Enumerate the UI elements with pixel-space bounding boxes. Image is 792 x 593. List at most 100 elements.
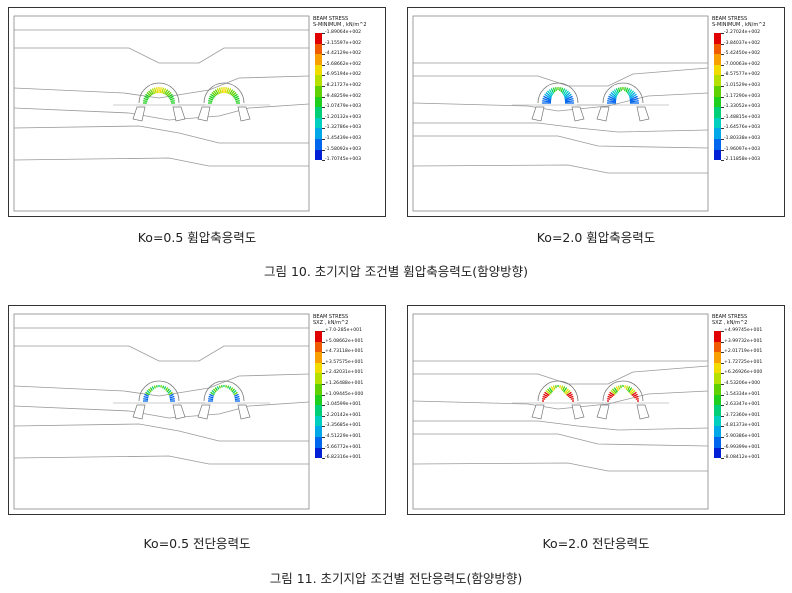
legend-subtitle: SXZ , kN/m^2: [313, 319, 349, 326]
legend-tick: [721, 341, 724, 343]
legend-tick: [322, 373, 325, 374]
legend-tick: [322, 405, 325, 406]
legend-tick: [322, 64, 325, 66]
legend-value-label: -1.45439e+003: [325, 136, 362, 141]
legend-value-label: -3.84037e+002: [724, 40, 761, 46]
legend-value-label: -4.81373e+001: [724, 423, 761, 429]
legend-value-label: +3.99732e+001: [724, 338, 763, 344]
legend-tick: [721, 96, 724, 98]
legend-color-swatch: [315, 33, 322, 44]
legend-tick: [721, 33, 724, 34]
legend-tick: [721, 139, 724, 140]
legend-color-swatch: [714, 107, 721, 118]
legend-color-swatch: [714, 373, 721, 384]
legend-value-label: -1.01529e+003: [724, 83, 761, 88]
legend-value-label: -1.33052e+003: [724, 104, 761, 110]
model-diagram: [412, 15, 709, 212]
legend-tick: [721, 394, 724, 396]
legend: BEAM STRESS S-MINIMUM , kN/m^2 -2.27024e…: [712, 16, 784, 177]
legend-value-label: -5.66772e+001: [325, 444, 362, 450]
fig11-panel-ko20: BEAM STRESS SXZ , kN/m^2 +4.99745e+001 +3…: [407, 305, 785, 515]
legend-value-label: -1.32786e+003: [325, 125, 362, 131]
legend-tick: [721, 128, 724, 129]
legend-value-label: -1.89064e+002: [325, 30, 362, 35]
tunnel: [577, 380, 669, 420]
legend-color-bar: [315, 33, 322, 161]
legend-color-swatch: [315, 96, 322, 108]
legend-tick: [721, 384, 724, 385]
model-diagram: [13, 313, 310, 510]
legend: BEAM STRESS SXZ , kN/m^2 +7.0-285e+001 +5…: [313, 314, 385, 475]
legend-value-label: -1.48815e+003: [724, 114, 761, 120]
tunnel: [512, 82, 604, 122]
legend-value-label: -1.54334e+001: [724, 391, 761, 397]
legend-color-swatch: [714, 96, 721, 108]
legend-tick: [721, 331, 724, 332]
legend-color-swatch: [714, 426, 721, 437]
legend-tick: [721, 149, 724, 151]
tunnel: [178, 380, 270, 420]
legend-color-swatch: [714, 405, 721, 416]
fig10-panel-ko20: BEAM STRESS S-MINIMUM , kN/m^2 -2.27024e…: [407, 7, 785, 217]
legend-value-label: -4.53206e+000: [724, 381, 761, 386]
legend-tick: [322, 352, 325, 353]
legend-tick: [322, 384, 325, 385]
fig11-caption: 그림 11. 초기지압 조건별 전단응력도(함양방향): [269, 571, 523, 586]
legend-color-swatch: [315, 149, 322, 161]
model-diagram: [412, 313, 709, 510]
fig10-caption-ko20: Ko=2.0 휨압축응력도: [536, 230, 656, 245]
legend-value-label: -6.82316e+001: [325, 455, 362, 461]
legend-value-label: -6.95194e+002: [325, 72, 362, 78]
legend-tick: [322, 415, 325, 417]
legend-tick: [322, 33, 325, 34]
legend-tick: [721, 415, 724, 417]
legend-color-swatch: [315, 426, 322, 437]
legend-tick: [721, 373, 724, 374]
legend-color-swatch: [315, 117, 322, 129]
legend-value-label: +4.99745e+001: [724, 328, 763, 333]
legend-tick: [721, 117, 724, 119]
legend-color-bar: [714, 331, 721, 459]
legend-color-swatch: [714, 54, 721, 65]
legend-value-label: -8.08412e+001: [724, 455, 761, 461]
legend-value-label: -8.21727e+002: [325, 83, 362, 88]
legend-value-label: -3.35685e+001: [325, 423, 362, 429]
legend-value-label: -5.42450e+002: [724, 51, 761, 57]
legend-value-label: -4.51229e+001: [325, 434, 362, 439]
legend-tick: [322, 54, 325, 55]
legend-tick: [322, 458, 325, 459]
legend-tick: [721, 426, 724, 427]
legend-tick: [721, 75, 724, 76]
legend-color-swatch: [315, 54, 322, 65]
legend-color-swatch: [315, 415, 322, 427]
legend-tick: [322, 107, 325, 108]
legend-tick: [322, 86, 325, 87]
legend-value-label: -1.58092e+003: [325, 146, 362, 152]
legend-color-swatch: [714, 43, 721, 55]
legend-value-label: -5.90386e+001: [724, 434, 761, 439]
legend-tick: [322, 117, 325, 119]
fig10-caption: 그림 10. 초기지압 조건별 휨압축응력도(함양방향): [263, 264, 529, 279]
model-diagram: [13, 15, 310, 212]
legend-value-label: -1.20132e+003: [325, 114, 362, 120]
legend: BEAM STRESS SXZ , kN/m^2 +4.99745e+001 +3…: [712, 314, 784, 475]
legend-color-swatch: [714, 341, 721, 353]
legend-color-swatch: [315, 352, 322, 363]
legend-value-label: +7.0-285e+001: [325, 328, 363, 333]
legend-color-swatch: [714, 383, 721, 395]
legend-tick: [322, 447, 325, 449]
legend-value-label: +2.42031e+001: [325, 370, 364, 376]
legend-value-label: +1.09445e+000: [325, 391, 364, 397]
legend-color-swatch: [315, 138, 322, 150]
legend-color-bar: [714, 33, 721, 161]
legend-tick: [721, 64, 724, 66]
legend-tick: [322, 341, 325, 343]
legend-value-label: +3.57575e+001: [325, 359, 364, 365]
legend-tick: [721, 160, 724, 161]
legend-tick: [721, 86, 724, 87]
legend-value-label: -1.04599e+001: [325, 402, 362, 408]
legend-tick: [721, 405, 724, 406]
legend-color-swatch: [714, 33, 721, 44]
legend-value-label: -1.17290e+003: [724, 93, 761, 99]
legend-color-swatch: [315, 128, 322, 139]
